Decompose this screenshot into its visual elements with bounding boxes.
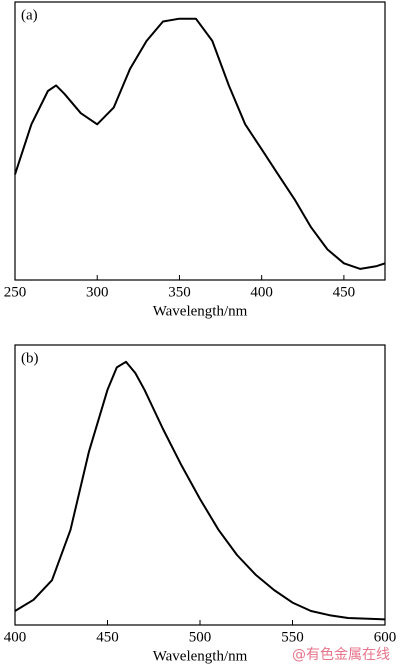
x-tick-label: 250 [4,284,27,300]
plot-frame [14,1,386,281]
x-tick-label: 400 [4,629,27,645]
panel-label: (a) [21,7,38,23]
x-tick-label: 450 [333,284,356,300]
x-axis-label: Wavelength/nm [153,303,248,319]
x-tick-label: 450 [96,629,119,645]
panel-label: (b) [21,350,39,366]
x-tick-label: 300 [86,284,109,300]
plot-frame [14,344,386,626]
watermark: @有色金属在线 [292,646,390,663]
x-tick-label: 350 [168,284,191,300]
line-series [14,17,386,270]
x-tick-label: 400 [250,284,273,300]
line-series [14,360,386,621]
x-tick-label: 550 [281,629,304,645]
x-tick-label: 500 [189,629,212,645]
x-axis-label: Wavelength/nm [153,648,248,664]
x-tick-label: 600 [374,629,397,645]
